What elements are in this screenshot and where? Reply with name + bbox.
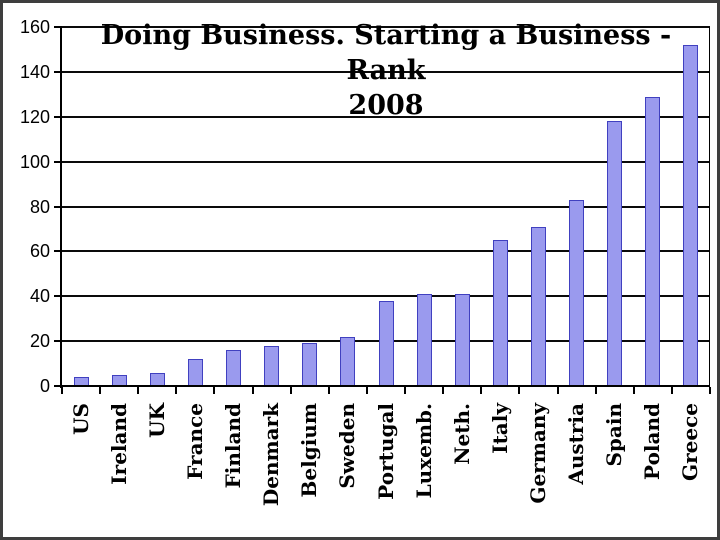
gridline-60 bbox=[62, 250, 710, 253]
y-axis-tick-label: 0 bbox=[39, 376, 50, 396]
x-axis-tick bbox=[594, 387, 597, 394]
bar-portugal bbox=[378, 300, 394, 386]
x-axis-tick bbox=[404, 387, 407, 394]
x-axis-label-austria: Austria bbox=[564, 403, 589, 485]
gridline-140 bbox=[62, 70, 710, 73]
y-axis-tick-label: 80 bbox=[29, 196, 50, 217]
x-axis-tick bbox=[213, 387, 216, 394]
gridline-160 bbox=[62, 26, 710, 28]
x-axis-tick bbox=[289, 387, 292, 394]
bar-france bbox=[187, 359, 203, 386]
y-axis-line bbox=[60, 27, 62, 388]
x-axis-tick bbox=[251, 387, 254, 394]
x-axis-tick bbox=[632, 387, 635, 394]
chart-title-line-2: 2008 bbox=[348, 90, 424, 121]
x-axis-tick bbox=[518, 387, 521, 394]
x-axis-tick bbox=[175, 387, 178, 394]
y-axis-tick bbox=[54, 160, 62, 163]
x-axis-label-spain: Spain bbox=[602, 403, 627, 467]
chart-title-line-1: Doing Business. Starting a Business - Ra… bbox=[100, 20, 672, 86]
x-axis-label-luxemb: Luxemb. bbox=[411, 403, 436, 499]
y-axis-tick bbox=[54, 70, 62, 73]
x-axis-label-italy: Italy bbox=[487, 403, 512, 454]
x-axis-label-denmark: Denmark bbox=[259, 403, 284, 507]
y-axis-tick-label: 160 bbox=[19, 17, 50, 37]
x-axis-tick bbox=[61, 387, 63, 394]
bar-austria bbox=[569, 199, 585, 386]
gridline-120 bbox=[62, 115, 710, 118]
x-axis-tick bbox=[670, 387, 673, 394]
x-axis-tick bbox=[556, 387, 559, 394]
y-axis-tick-label: 100 bbox=[19, 151, 50, 172]
gridline-40 bbox=[62, 295, 710, 298]
bar-neth bbox=[454, 294, 470, 386]
bar-finland bbox=[226, 350, 242, 386]
bar-germany bbox=[530, 226, 546, 386]
x-axis-line bbox=[60, 385, 710, 387]
bar-luxemb bbox=[416, 294, 432, 386]
y-axis-tick bbox=[54, 115, 62, 118]
bar-spain bbox=[607, 121, 623, 386]
gridline-80 bbox=[62, 205, 710, 208]
x-axis-label-uk: UK bbox=[144, 403, 169, 438]
y-axis-tick bbox=[54, 205, 62, 208]
x-axis-tick bbox=[365, 387, 368, 394]
x-axis-label-france: France bbox=[182, 403, 207, 480]
y-axis-tick-label: 120 bbox=[19, 106, 50, 127]
x-axis-tick bbox=[99, 387, 102, 394]
chart-title: Doing Business. Starting a Business - Ra… bbox=[62, 18, 710, 123]
x-axis-label-us: US bbox=[68, 403, 93, 435]
y-axis-tick bbox=[54, 295, 62, 298]
x-axis-label-neth: Neth. bbox=[449, 403, 474, 465]
x-axis-label-belgium: Belgium bbox=[297, 403, 322, 498]
y-axis-tick-label: 20 bbox=[29, 331, 50, 352]
plot-right-border bbox=[709, 27, 710, 386]
x-axis-tick bbox=[480, 387, 483, 394]
x-axis-tick bbox=[327, 387, 330, 394]
x-axis-label-portugal: Portugal bbox=[373, 403, 398, 500]
bar-belgium bbox=[302, 343, 318, 386]
x-axis-label-sweden: Sweden bbox=[335, 403, 360, 489]
y-axis-tick bbox=[54, 26, 62, 28]
x-axis-tick bbox=[137, 387, 140, 394]
x-axis-label-ireland: Ireland bbox=[106, 403, 131, 485]
bar-italy bbox=[492, 240, 508, 386]
bar-sweden bbox=[340, 336, 356, 386]
x-axis-label-greece: Greece bbox=[678, 403, 703, 481]
x-axis-tick bbox=[709, 387, 711, 394]
y-axis-tick-label: 40 bbox=[29, 286, 50, 307]
y-axis-tick bbox=[54, 385, 62, 387]
y-axis-tick-label: 60 bbox=[29, 241, 50, 262]
x-axis-label-finland: Finland bbox=[221, 403, 246, 489]
y-axis-tick bbox=[54, 340, 62, 343]
bar-poland bbox=[645, 96, 661, 386]
x-axis-tick bbox=[442, 387, 445, 394]
y-axis-tick-label: 140 bbox=[19, 61, 50, 82]
x-axis-label-poland: Poland bbox=[640, 403, 665, 480]
x-axis-label-germany: Germany bbox=[525, 403, 550, 504]
bar-uk bbox=[149, 372, 165, 386]
bar-denmark bbox=[264, 345, 280, 386]
gridline-100 bbox=[62, 160, 710, 163]
y-axis-tick bbox=[54, 250, 62, 253]
